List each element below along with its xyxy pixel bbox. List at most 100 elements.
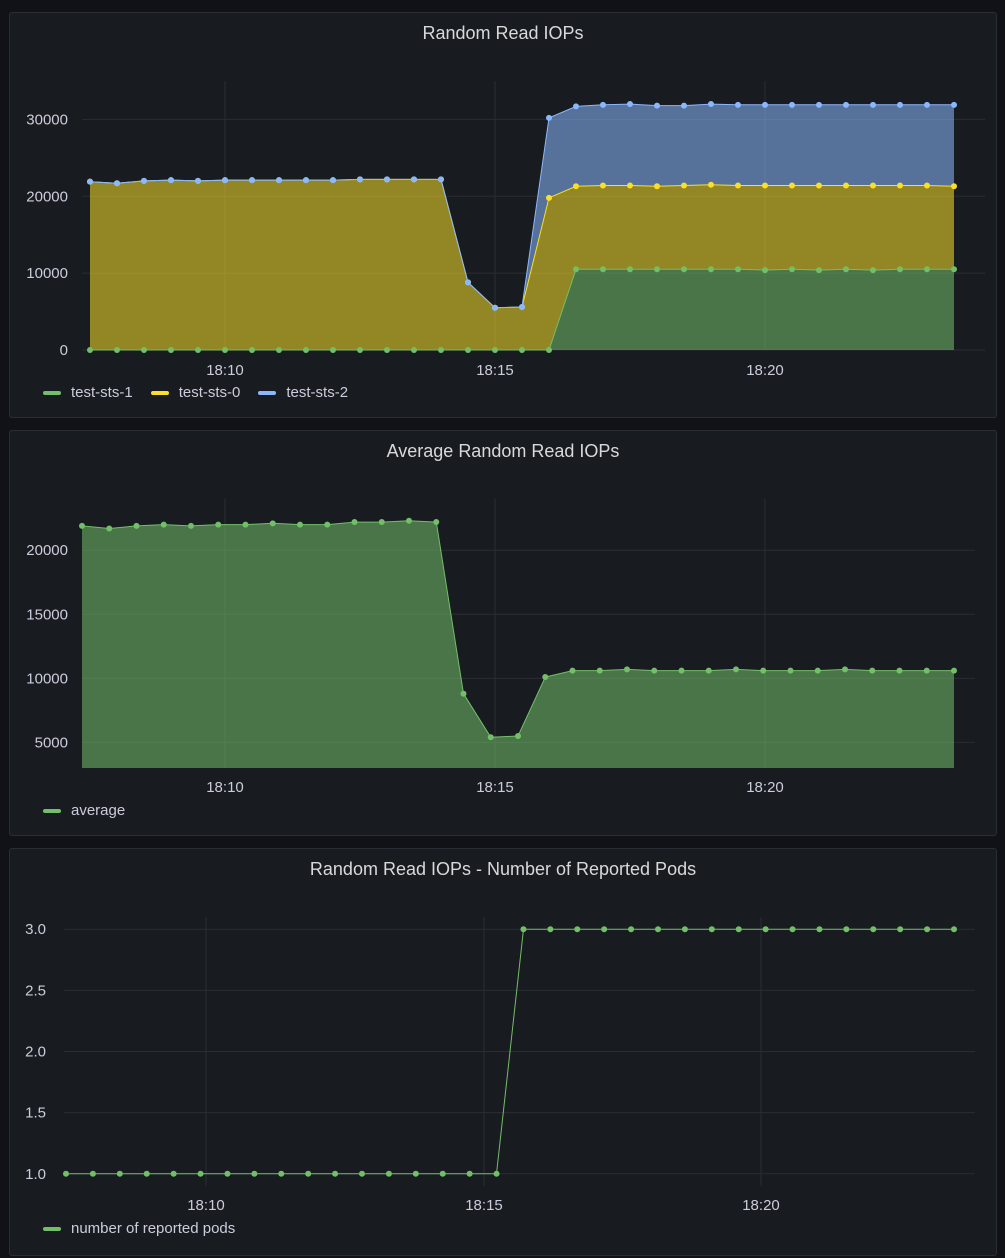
data-point (546, 194, 552, 201)
data-point (789, 926, 796, 933)
legend-item-number-of-reported-pods[interactable]: number of reported pods (43, 1220, 235, 1237)
data-point (114, 347, 120, 353)
data-point (384, 347, 390, 353)
chart-number-of-reported-pods[interactable]: 1.0 1.5 2.0 2.5 3.0 18:10 18:15 18:20 (10, 849, 998, 1257)
data-point (439, 1170, 446, 1177)
data-point (492, 304, 498, 311)
x-tick-label: 18:20 (742, 1197, 780, 1214)
data-point (465, 279, 471, 286)
data-point (133, 522, 140, 529)
legend: number of reported pods (43, 1220, 235, 1237)
data-point (63, 1170, 69, 1177)
data-point (215, 521, 222, 528)
data-point (222, 177, 228, 184)
legend-item-test-sts-1[interactable]: test-sts-1 (43, 384, 133, 401)
data-point (951, 101, 957, 108)
data-point (924, 266, 930, 273)
data-point (79, 522, 85, 529)
data-point (627, 182, 633, 189)
chart-average-random-read-iops[interactable]: 5000 10000 15000 20000 18:10 18:15 18:20 (10, 431, 998, 837)
chart-random-read-iops[interactable]: 0 10000 20000 30000 18:10 18:15 18:20 (10, 13, 998, 419)
data-point (438, 347, 444, 353)
data-point (116, 1170, 123, 1177)
legend-swatch (150, 390, 169, 395)
data-point (681, 926, 688, 933)
data-point (141, 177, 147, 184)
data-point (681, 102, 687, 109)
y-tick-label: 0 (60, 342, 68, 359)
x-tick-label: 18:20 (746, 362, 784, 379)
data-point (843, 101, 849, 108)
data-point (843, 926, 850, 933)
data-point (269, 520, 276, 527)
data-point (870, 182, 876, 189)
panel-title[interactable]: Random Read IOPs (422, 23, 584, 43)
legend-label: test-sts-0 (178, 384, 241, 401)
legend-item-test-sts-2[interactable]: test-sts-2 (258, 384, 348, 401)
data-point (733, 666, 739, 673)
legend-label: average (71, 802, 126, 819)
legend-item-test-sts-0[interactable]: test-sts-0 (150, 384, 241, 401)
data-point (141, 347, 147, 353)
data-point (951, 667, 957, 674)
data-point (762, 182, 768, 189)
data-point (460, 690, 467, 697)
y-tick-label: 1.5 (25, 1105, 46, 1122)
data-point (600, 182, 606, 189)
data-point (573, 183, 579, 190)
data-point (924, 101, 930, 108)
data-point (224, 1170, 231, 1177)
data-point (466, 1170, 473, 1177)
data-point (789, 101, 795, 108)
x-tick-label: 18:10 (206, 779, 244, 796)
data-point (681, 266, 687, 273)
data-point (546, 347, 552, 353)
y-tick-label: 15000 (26, 606, 68, 623)
data-point (378, 519, 385, 526)
data-point (547, 926, 554, 933)
legend-item-average[interactable]: average (43, 802, 125, 819)
data-point (951, 183, 957, 190)
data-point (515, 732, 521, 739)
data-point (195, 177, 201, 184)
data-point (412, 1170, 419, 1177)
data-point (708, 266, 714, 273)
series-line-number-of-reported-pods (66, 928, 954, 1175)
data-point (276, 177, 282, 184)
data-point (188, 522, 194, 529)
panel-title[interactable]: Random Read IOPs - Number of Reported Po… (309, 859, 697, 879)
data-point (222, 347, 228, 353)
data-point (628, 926, 635, 933)
data-point (654, 266, 660, 273)
data-point (305, 1170, 312, 1177)
y-tick-label: 5000 (35, 734, 68, 751)
data-point (924, 926, 931, 933)
data-point (114, 180, 120, 187)
data-point (735, 926, 742, 933)
data-point (787, 667, 794, 674)
legend: average (43, 802, 125, 819)
data-point (762, 267, 768, 274)
data-point (519, 303, 525, 310)
data-point (249, 347, 255, 353)
panel-number-of-reported-pods: Random Read IOPs - Number of Reported Po… (9, 848, 997, 1256)
data-point (332, 1170, 339, 1177)
legend-label: number of reported pods (71, 1220, 236, 1237)
data-point (735, 266, 741, 273)
y-tick-label: 10000 (26, 265, 68, 282)
area-fill-test-sts-2 (90, 104, 954, 308)
data-point (492, 347, 498, 353)
data-point (951, 266, 957, 273)
data-point (569, 667, 576, 674)
data-point (870, 101, 876, 108)
y-tick-label: 2.5 (25, 982, 46, 999)
area-fill-test-sts-1 (90, 269, 954, 350)
data-point (842, 666, 848, 673)
data-point (951, 926, 957, 933)
x-tick-label: 18:15 (476, 362, 514, 379)
panel-title[interactable]: Average Random Read IOPs (386, 441, 620, 461)
data-point (195, 347, 201, 353)
data-point (197, 1170, 204, 1177)
panel-average-random-read-iops: Average Random Read IOPs 5000 10000 15000 2… (9, 430, 997, 836)
legend-swatch (258, 390, 277, 395)
